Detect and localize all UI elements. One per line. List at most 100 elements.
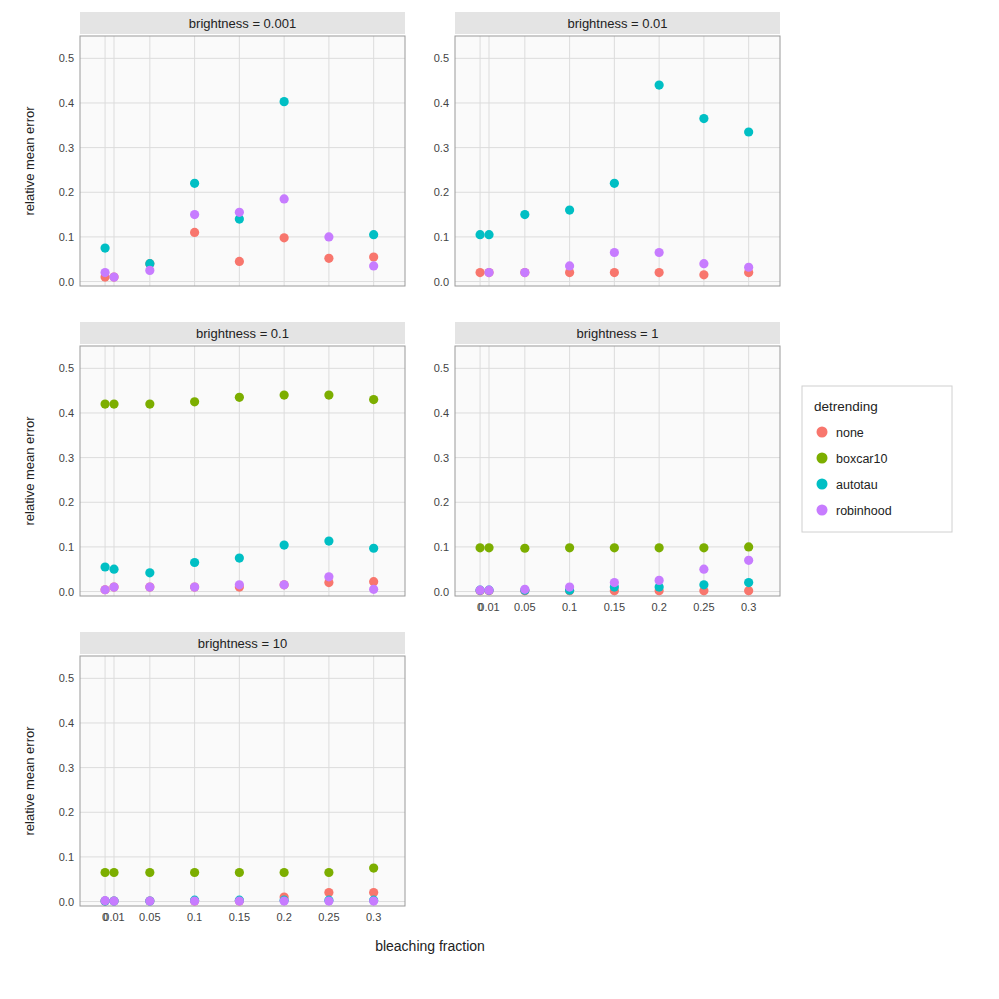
scatter-point xyxy=(190,228,199,237)
scatter-point xyxy=(235,393,244,402)
legend-label: robinhood xyxy=(836,504,892,518)
x-grid-line xyxy=(284,36,285,286)
x-grid-line xyxy=(524,346,525,596)
y-tick-label: 0.3 xyxy=(59,452,74,464)
y-grid-line xyxy=(80,236,405,237)
x-grid-line xyxy=(703,36,704,286)
scatter-point xyxy=(744,542,753,551)
scatter-point xyxy=(520,268,529,277)
scatter-point xyxy=(324,896,333,905)
y-tick-label: 0.5 xyxy=(434,52,449,64)
plot-frame xyxy=(80,36,405,286)
plot-background xyxy=(80,346,405,596)
scatter-point xyxy=(324,391,333,400)
scatter-point xyxy=(369,863,378,872)
scatter-point xyxy=(109,582,118,591)
panel: brightness = 100.010.050.10.150.20.250.3… xyxy=(434,322,780,613)
scatter-point xyxy=(484,543,493,552)
scatter-point xyxy=(145,568,154,577)
y-grid-line xyxy=(455,457,780,458)
scatter-point xyxy=(280,896,289,905)
panel-strip xyxy=(455,12,780,34)
legend-label: boxcar10 xyxy=(836,452,887,466)
scatter-point xyxy=(100,399,109,408)
scatter-point xyxy=(699,114,708,123)
y-tick-label: 0.4 xyxy=(59,407,74,419)
y-tick-label: 0.3 xyxy=(434,142,449,154)
marks xyxy=(100,97,378,282)
panel-title: brightness = 1 xyxy=(576,326,658,341)
x-grid-line xyxy=(194,36,195,286)
scatter-point xyxy=(520,544,529,553)
scatter-point xyxy=(280,580,289,589)
y-grid-line xyxy=(455,147,780,148)
y-tick-label: 0.0 xyxy=(59,896,74,908)
scatter-point xyxy=(475,543,484,552)
scatter-point xyxy=(369,585,378,594)
x-grid-line xyxy=(489,36,490,286)
panel-title: brightness = 0.01 xyxy=(567,16,667,31)
x-grid-line xyxy=(105,346,106,596)
scatter-point xyxy=(190,558,199,567)
y-grid-line xyxy=(80,147,405,148)
scatter-point xyxy=(520,210,529,219)
y-tick-label: 0.3 xyxy=(59,142,74,154)
y-grid-line xyxy=(80,457,405,458)
scatter-point xyxy=(235,257,244,266)
scatter-point xyxy=(280,541,289,550)
scatter-point xyxy=(145,896,154,905)
plot-background xyxy=(80,36,405,286)
y-tick-label: 0.1 xyxy=(434,231,449,243)
scatter-point xyxy=(369,395,378,404)
scatter-point xyxy=(109,565,118,574)
x-grid-line xyxy=(149,346,150,596)
panel: brightness = 0.010.00.10.20.30.40.5 xyxy=(434,12,780,288)
scatter-point xyxy=(744,556,753,565)
y-grid-line xyxy=(80,502,405,503)
scatter-point xyxy=(190,582,199,591)
scatter-point xyxy=(484,268,493,277)
scatter-point xyxy=(280,194,289,203)
panel: brightness = 1000.010.050.10.150.20.250.… xyxy=(22,632,405,923)
y-grid-line xyxy=(80,812,405,813)
y-grid-line xyxy=(80,102,405,103)
y-tick-label: 0.0 xyxy=(59,276,74,288)
legend-swatch xyxy=(817,505,828,516)
chart-container: brightness = 0.0010.00.10.20.30.40.5rela… xyxy=(0,0,999,999)
x-tick-label: 0.3 xyxy=(741,601,756,613)
x-grid-line xyxy=(569,36,570,286)
scatter-point xyxy=(100,896,109,905)
legend-swatch xyxy=(817,453,828,464)
x-tick-label: 0.1 xyxy=(562,601,577,613)
y-grid-line xyxy=(80,546,405,547)
scatter-point xyxy=(699,580,708,589)
y-tick-label: 0.3 xyxy=(59,762,74,774)
chart-svg: brightness = 0.0010.00.10.20.30.40.5rela… xyxy=(0,0,999,999)
marks xyxy=(475,542,753,595)
y-grid-line xyxy=(80,192,405,193)
scatter-point xyxy=(484,230,493,239)
y-tick-label: 0.0 xyxy=(434,586,449,598)
x-tick-label: 0.2 xyxy=(651,601,666,613)
scatter-point xyxy=(109,399,118,408)
x-tick-label: 0.3 xyxy=(366,911,381,923)
x-tick-label: 0.15 xyxy=(229,911,250,923)
plot-background xyxy=(455,36,780,286)
y-tick-label: 0.3 xyxy=(434,452,449,464)
x-grid-line xyxy=(748,36,749,286)
scatter-point xyxy=(484,586,493,595)
legend-label: none xyxy=(836,426,864,440)
scatter-point xyxy=(145,896,154,905)
scatter-point xyxy=(235,896,244,905)
scatter-point xyxy=(699,565,708,574)
scatter-point xyxy=(699,259,708,268)
plot-background xyxy=(80,656,405,906)
plot-background xyxy=(455,346,780,596)
y-tick-label: 0.1 xyxy=(59,851,74,863)
legend-swatch xyxy=(817,427,828,438)
scatter-point xyxy=(280,580,289,589)
scatter-point xyxy=(565,543,574,552)
y-tick-label: 0.1 xyxy=(59,231,74,243)
scatter-point xyxy=(190,179,199,188)
scatter-point xyxy=(369,252,378,261)
